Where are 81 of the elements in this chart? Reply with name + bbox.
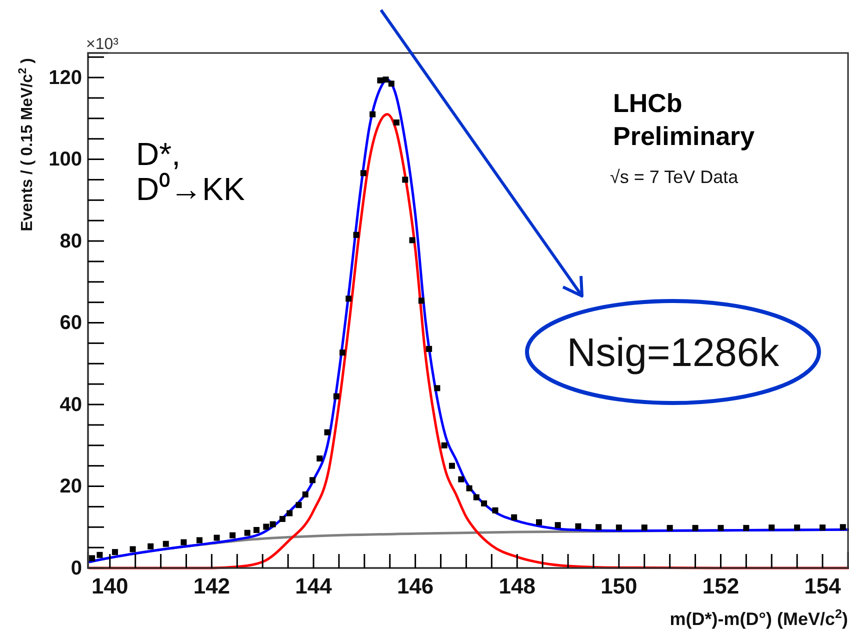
point (536, 519, 542, 526)
y-tick-label: 0 (70, 557, 82, 580)
annotation: D⁰→KK (136, 171, 245, 207)
point (616, 524, 622, 531)
point (302, 491, 308, 498)
x-tick-label: 140 (92, 574, 128, 599)
point (148, 543, 154, 550)
point (360, 170, 366, 176)
point (511, 514, 518, 520)
point (112, 549, 118, 556)
point (230, 532, 236, 538)
point (162, 540, 169, 547)
y-tick-label: 100 (48, 148, 82, 171)
point (263, 524, 270, 530)
text: ×10³ (86, 36, 120, 53)
point (270, 521, 276, 528)
point (743, 524, 750, 531)
y-tick-label: 40 (60, 394, 82, 416)
x-tick-label: 146 (396, 574, 434, 599)
point (346, 296, 352, 302)
point (441, 442, 448, 448)
point (316, 455, 323, 462)
annotation: Nsig=1286k (566, 331, 780, 375)
point (434, 385, 440, 392)
point (96, 552, 103, 558)
point (214, 534, 220, 541)
point (641, 524, 648, 531)
x-tick-label: 154 (804, 574, 842, 599)
point (596, 524, 602, 530)
x-tick-label: 148 (498, 574, 536, 599)
point (692, 524, 698, 531)
point (279, 516, 286, 522)
point (130, 546, 136, 552)
point (89, 555, 96, 562)
point (286, 510, 293, 516)
point (418, 298, 424, 304)
point (333, 393, 340, 400)
y-tick-label: 20 (60, 476, 82, 498)
x-tick-label: 144 (295, 574, 333, 599)
point (575, 523, 582, 530)
point (382, 76, 389, 83)
annotation: LHCb (613, 88, 682, 118)
point (820, 524, 826, 531)
point (296, 502, 302, 508)
point (840, 524, 846, 530)
point (253, 526, 260, 533)
point (377, 77, 384, 84)
point (180, 539, 187, 546)
x-tick-label: 150 (600, 574, 638, 599)
y-tick-label: 120 (48, 66, 82, 89)
point (244, 530, 250, 536)
point (666, 524, 673, 531)
point (370, 111, 376, 118)
point (196, 537, 202, 544)
annotation: Preliminary (613, 121, 756, 151)
x-axis-title: m(D*)-m(D°) (MeV/c$^{2}$) (670, 607, 848, 629)
point (473, 494, 480, 500)
x-tick-label: 152 (702, 574, 740, 599)
point (426, 346, 432, 352)
point (768, 524, 775, 531)
point (466, 485, 472, 492)
annotation: √s = 7 TeV Data (610, 167, 740, 187)
y-tick-label: 80 (60, 230, 82, 252)
point (324, 429, 330, 436)
point (388, 80, 394, 87)
point (409, 237, 416, 244)
point (458, 476, 464, 482)
point (353, 232, 360, 238)
y-tick-label: 60 (60, 312, 82, 334)
point (794, 524, 800, 531)
point (481, 500, 488, 506)
annotation: D*, (136, 136, 180, 172)
point (393, 119, 400, 126)
x-tick-label: 142 (193, 574, 230, 599)
point (402, 176, 408, 183)
point (448, 462, 455, 469)
point (492, 507, 498, 514)
point (340, 350, 346, 356)
point (718, 524, 724, 531)
point (554, 522, 561, 528)
point (309, 477, 316, 484)
